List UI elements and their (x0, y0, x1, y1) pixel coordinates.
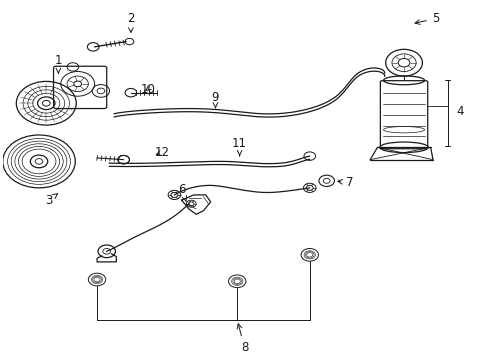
Text: 4: 4 (455, 105, 463, 118)
Text: 2: 2 (127, 12, 134, 32)
Text: 6: 6 (178, 183, 186, 202)
Text: 10: 10 (140, 83, 155, 96)
Text: 9: 9 (211, 91, 219, 108)
Text: 8: 8 (237, 324, 248, 354)
Text: 12: 12 (154, 146, 169, 159)
Text: 1: 1 (55, 54, 62, 73)
Circle shape (42, 100, 50, 106)
FancyBboxPatch shape (380, 81, 427, 149)
Text: 11: 11 (232, 137, 246, 156)
FancyBboxPatch shape (53, 66, 106, 108)
Text: 5: 5 (414, 12, 438, 25)
Text: 7: 7 (337, 176, 353, 189)
Text: 3: 3 (45, 194, 58, 207)
